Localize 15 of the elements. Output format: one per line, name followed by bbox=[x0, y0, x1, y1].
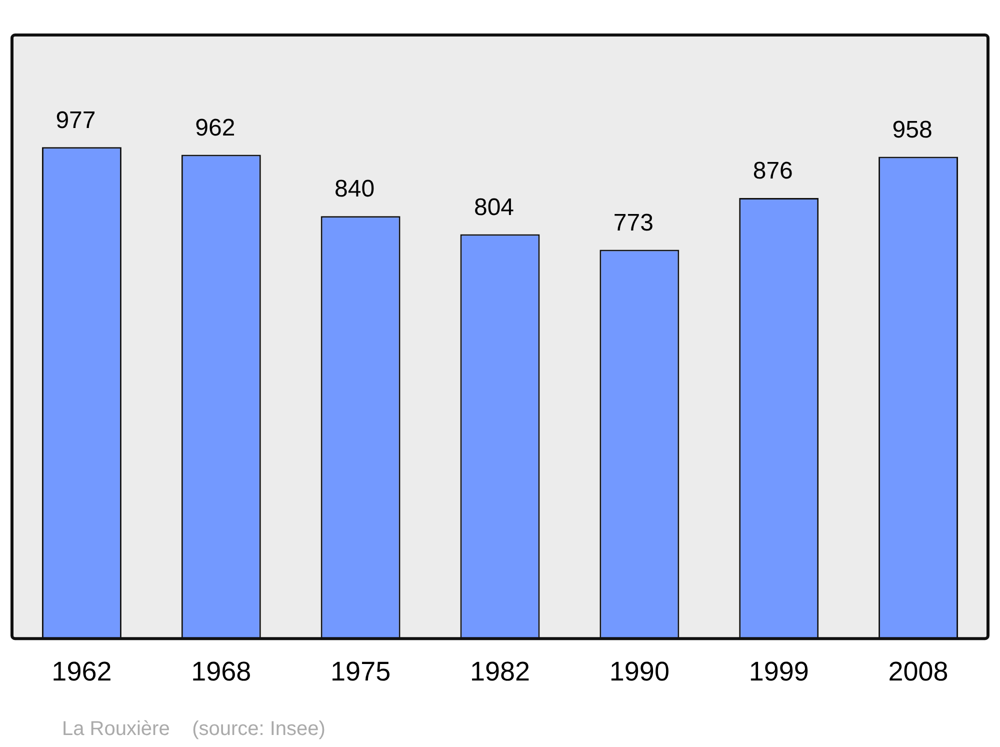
data-label: 804 bbox=[474, 194, 514, 221]
x-tick-label: 1975 bbox=[330, 656, 391, 686]
x-tick-label: 1968 bbox=[191, 656, 252, 686]
data-label: 962 bbox=[195, 114, 236, 142]
data-label: 876 bbox=[752, 158, 793, 185]
x-tick-label: 2008 bbox=[888, 656, 948, 686]
x-tick-label: 1962 bbox=[52, 656, 112, 686]
data-label: 958 bbox=[892, 116, 932, 144]
data-label: 773 bbox=[613, 209, 654, 236]
data-label: 977 bbox=[56, 106, 96, 134]
x-tick-label: 1982 bbox=[470, 656, 530, 686]
x-tick-label: 1999 bbox=[748, 656, 809, 686]
text: La Rouxière (source: Insee) bbox=[62, 718, 326, 741]
data-label: 840 bbox=[334, 176, 375, 203]
x-tick-label: 1990 bbox=[609, 656, 670, 686]
